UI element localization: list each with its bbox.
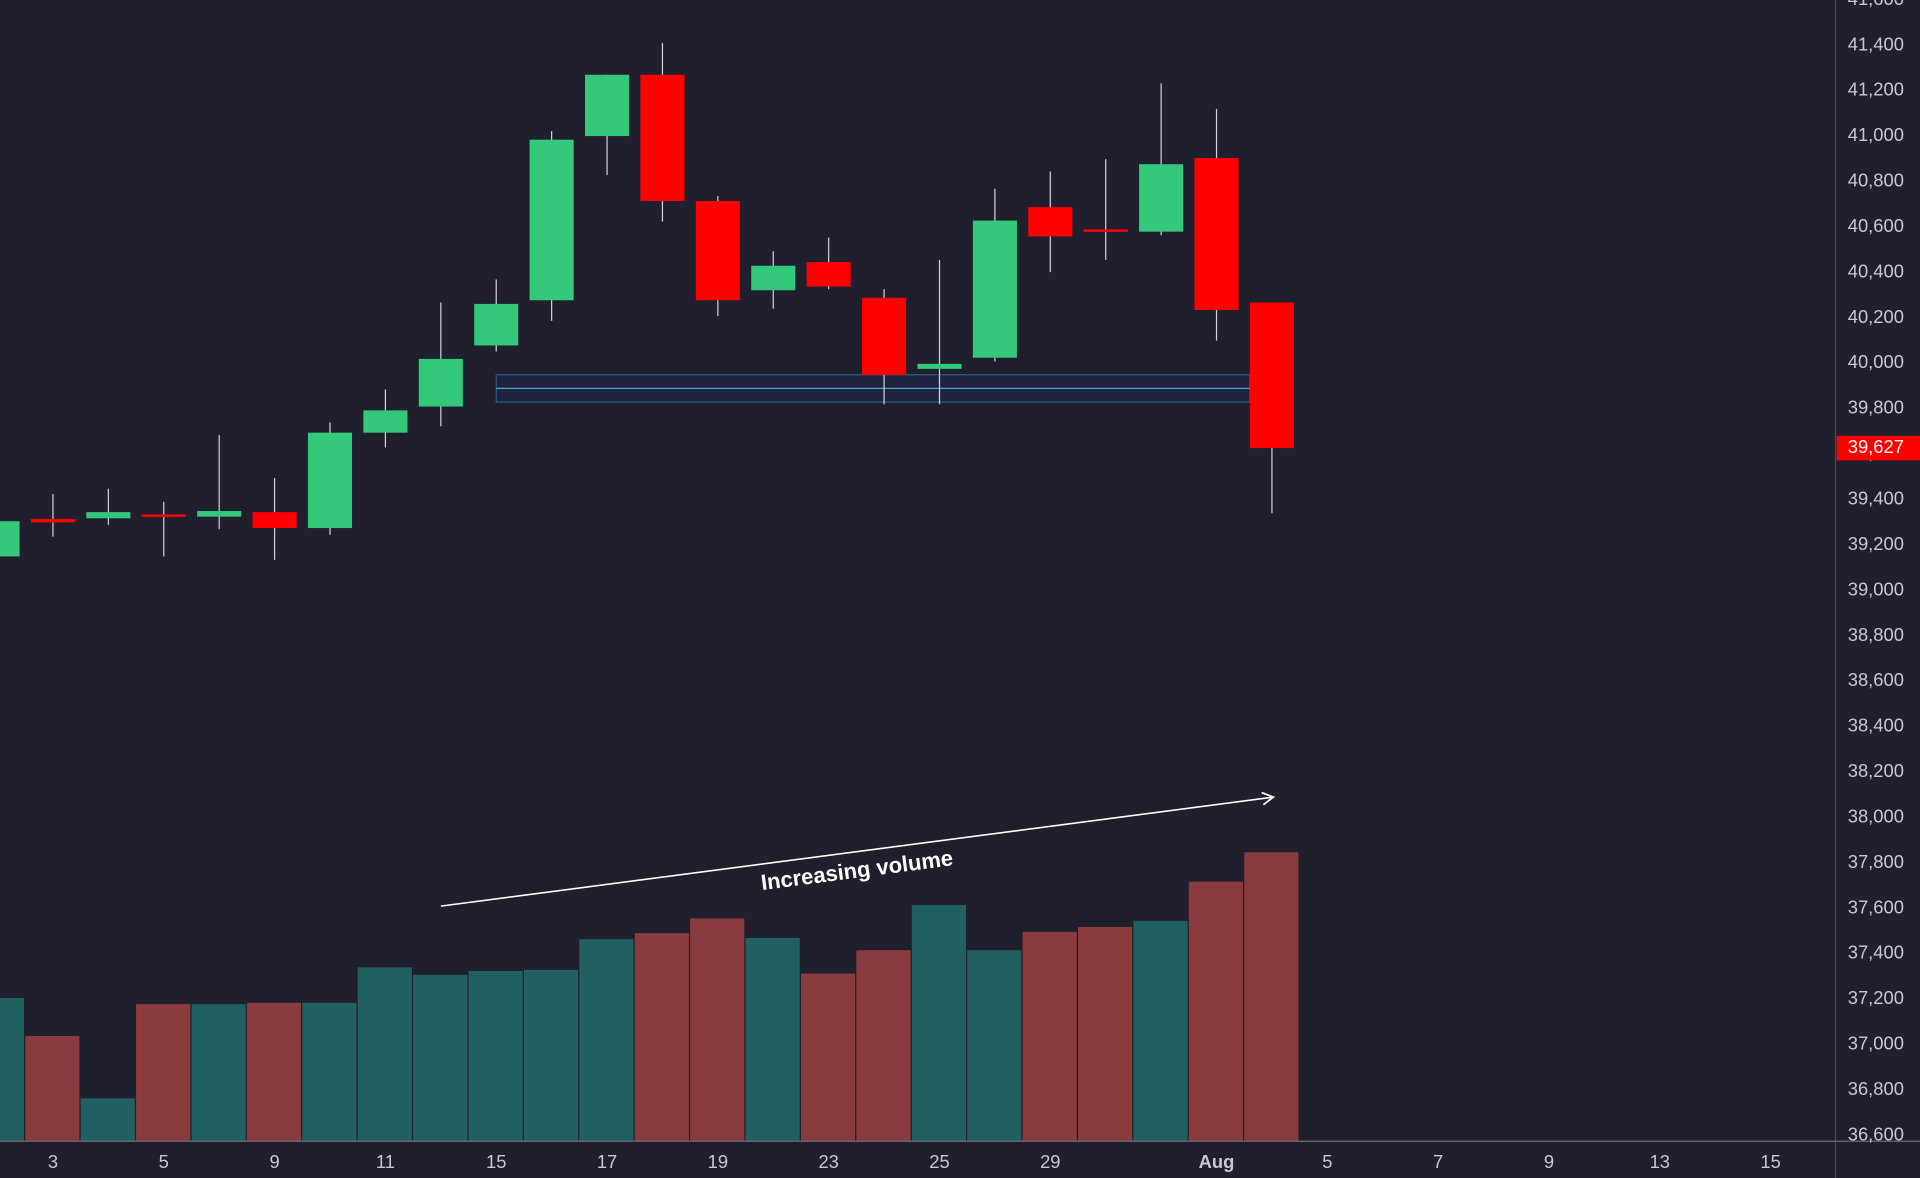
candle-body (30, 518, 76, 523)
y-tick-label: 40,800 (1848, 170, 1904, 191)
y-tick-label: 37,000 (1848, 1033, 1904, 1054)
x-tick-label: 5 (159, 1151, 169, 1172)
x-tick-label: 3 (48, 1151, 58, 1172)
candle-body (197, 511, 242, 517)
volume-bar (911, 904, 966, 1142)
y-tick-label: 38,200 (1848, 760, 1904, 781)
volume-bar (1244, 852, 1299, 1142)
candle-body (917, 363, 962, 369)
candle-body (529, 139, 574, 301)
annotation-arrow (440, 791, 1276, 907)
volume-bar (0, 997, 25, 1142)
last-price-box (1836, 435, 1920, 461)
y-tick-label: 39,800 (1848, 397, 1904, 418)
volume-bar (634, 933, 689, 1142)
volume-bar (302, 1002, 357, 1142)
last-price-label: 39,627 (1848, 436, 1904, 457)
x-tick-label: 9 (1544, 1151, 1554, 1172)
y-tick-label: 38,800 (1848, 624, 1904, 645)
candle-body (972, 220, 1017, 358)
volume-bar (745, 937, 800, 1142)
candle-body (585, 74, 630, 137)
y-tick-label: 37,200 (1848, 987, 1904, 1008)
y-tick-label: 39,000 (1848, 578, 1904, 599)
volume-bar (246, 1002, 302, 1142)
candle-body (307, 432, 353, 529)
candle-body (363, 410, 408, 433)
y-tick-label: 40,000 (1848, 351, 1904, 372)
candle-body (1194, 158, 1239, 311)
y-tick-label: 39,200 (1848, 533, 1904, 554)
candle-body (1249, 302, 1294, 449)
x-tick-label: 25 (929, 1151, 949, 1172)
volume-bar (690, 918, 745, 1142)
axis-layer: 36,600 36,800 37,000 37,200 37,400 37,600 37,8… (48, 0, 1920, 1172)
volume-bar (1188, 881, 1244, 1142)
x-tick-label: 15 (1760, 1151, 1780, 1172)
x-tick-label: 7 (1433, 1151, 1443, 1172)
volume-bar (413, 974, 468, 1142)
candle-body (418, 358, 463, 407)
x-tick-label: 11 (376, 1151, 395, 1172)
candle-layer (0, 42, 1294, 560)
y-tick-label: 36,800 (1848, 1078, 1904, 1099)
y-tick-label: 41,400 (1848, 33, 1904, 54)
y-tick-label: 40,400 (1848, 260, 1904, 281)
candle-body (640, 74, 685, 202)
y-tick-label: 40,200 (1848, 306, 1904, 327)
x-tick-label: 19 (708, 1151, 728, 1172)
volume-bar (136, 1004, 191, 1142)
y-tick-label: 38,600 (1848, 669, 1904, 690)
volume-bar (1022, 931, 1077, 1142)
candle-body (0, 521, 20, 557)
x-tick-label: 29 (1040, 1151, 1060, 1172)
x-tick-label: 23 (818, 1151, 838, 1172)
y-tick-label: 37,600 (1848, 896, 1904, 917)
y-tick-label: 41,200 (1848, 79, 1904, 100)
y-tick-label: 37,400 (1848, 942, 1904, 963)
candle-body (141, 514, 186, 517)
x-tick-label: 17 (597, 1151, 617, 1172)
volume-bar (80, 1098, 135, 1142)
x-tick-label: 13 (1650, 1151, 1670, 1172)
candle-body (252, 512, 297, 529)
volume-bar (579, 939, 634, 1142)
x-tick-label: 5 (1322, 1151, 1332, 1172)
candle-body (806, 262, 851, 287)
volume-bar (191, 1004, 246, 1142)
candle-body (862, 297, 907, 375)
y-tick-label: 41,000 (1848, 124, 1904, 145)
y-tick-label: 41,600 (1848, 0, 1904, 9)
candle-body (1028, 207, 1073, 237)
y-tick-label: 40,600 (1848, 215, 1904, 236)
y-tick-label: 39,400 (1848, 488, 1904, 509)
candle-body (474, 303, 519, 346)
x-tick-label: 15 (486, 1151, 506, 1172)
volume-bar (25, 1035, 80, 1142)
x-tick-label: Aug (1199, 1151, 1235, 1172)
candle-body (751, 265, 796, 291)
volume-bar (1133, 920, 1188, 1142)
y-tick-label: 37,800 (1848, 851, 1904, 872)
candle-body (1083, 229, 1128, 232)
y-tick-label: 36,600 (1848, 1123, 1904, 1144)
y-tick-label: 38,400 (1848, 715, 1904, 736)
zone-layer (495, 374, 1251, 403)
y-tick-label: 38,000 (1848, 805, 1904, 826)
candle-body (1139, 164, 1184, 232)
volume-layer (0, 852, 1299, 1142)
volume-bar (1078, 926, 1133, 1142)
volume-bar (800, 973, 856, 1142)
x-tick-label: 9 (269, 1151, 279, 1172)
candle-body (695, 201, 740, 301)
volume-bar (523, 969, 579, 1142)
volume-bar (357, 967, 412, 1142)
volume-bar (856, 950, 911, 1142)
candle-body (86, 512, 131, 519)
volume-bar (967, 950, 1022, 1142)
volume-bar (468, 971, 523, 1142)
